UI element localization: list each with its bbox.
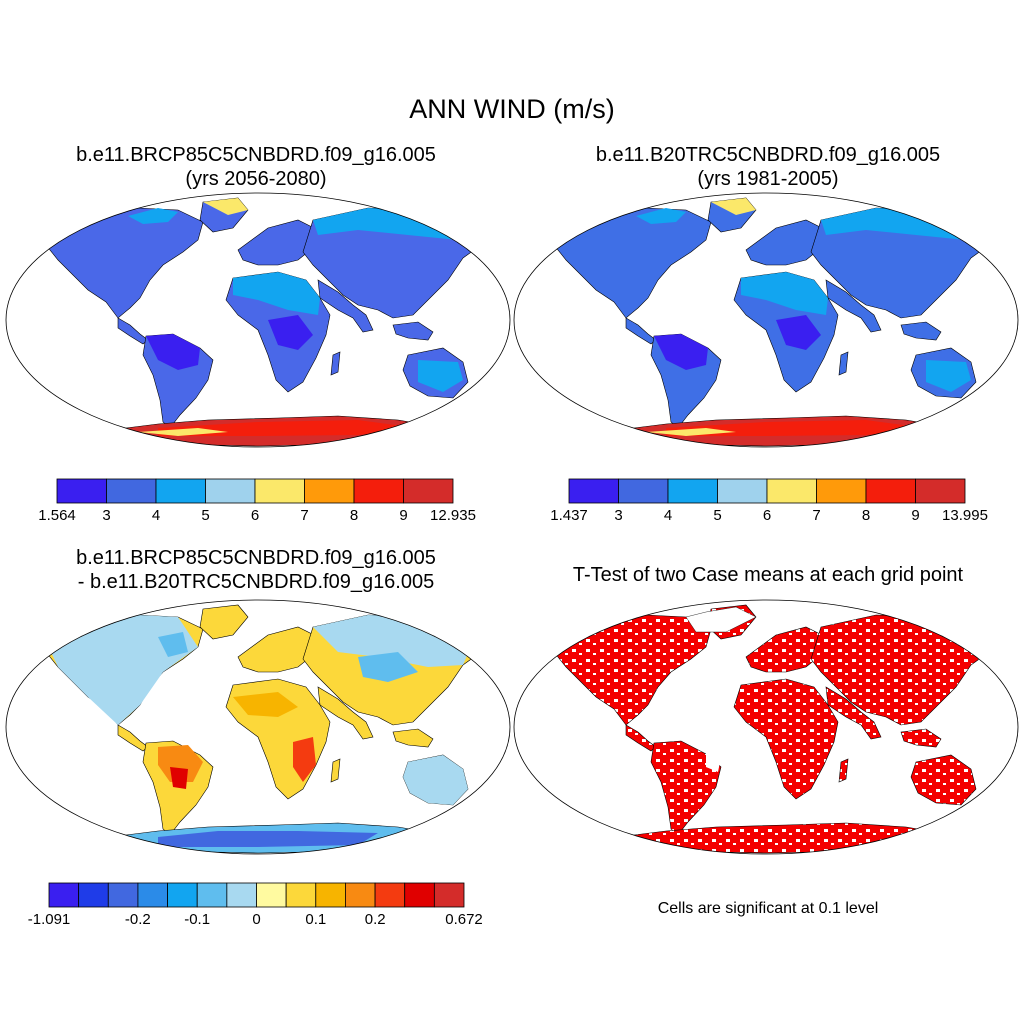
colorbar-future — [56, 478, 454, 504]
colorbar-box — [374, 882, 406, 908]
colorbar-box — [433, 882, 465, 908]
colorbar-label: 5 — [713, 507, 722, 524]
colorbar-label: 7 — [812, 507, 821, 524]
colorbar-box — [256, 882, 287, 908]
colorbar-label: 5 — [201, 507, 210, 524]
colorbar-box — [865, 478, 916, 504]
colorbar-box — [106, 478, 157, 504]
colorbar-box — [403, 478, 454, 504]
colorbar-difference — [48, 882, 465, 908]
colorbar-box — [315, 882, 346, 908]
panel-historical-title-line1: b.e11.B20TRC5CNBDRD.f09_g16.005 — [595, 144, 941, 166]
colorbar-box — [915, 478, 966, 504]
panel-future-title-line2: (yrs 2056-2080) — [185, 168, 327, 190]
colorbar-box — [48, 882, 80, 908]
colorbar-label: -0.2 — [124, 911, 151, 928]
colorbar-label: 3 — [614, 507, 623, 524]
colorbar-box — [226, 882, 257, 908]
panel-ttest-title: T-Test of two Case means at each grid po… — [572, 564, 964, 586]
colorbar-label: 6 — [250, 507, 260, 524]
map-historical — [513, 192, 1019, 448]
map-difference — [5, 599, 511, 855]
colorbar-historical-labels: 1.437 3 4 5 6 7 8 9 13.995 — [512, 507, 1024, 527]
colorbar-label: 9 — [399, 507, 408, 524]
colorbar-future-labels: 1.564 3 4 5 6 7 8 9 12.935 — [0, 507, 512, 527]
colorbar-box — [205, 478, 256, 504]
colorbar-box — [56, 478, 107, 504]
colorbar-box — [137, 882, 168, 908]
map-future — [5, 192, 511, 448]
colorbar-box — [717, 478, 768, 504]
colorbar-box — [667, 478, 718, 504]
colorbar-label: 9 — [911, 507, 920, 524]
colorbar-label: 7 — [300, 507, 309, 524]
colorbar-box — [345, 882, 376, 908]
colorbar-label: 0.2 — [364, 911, 386, 928]
colorbar-box — [107, 882, 139, 908]
colorbar-box — [196, 882, 228, 908]
colorbar-label: 12.935 — [430, 507, 476, 524]
map-ttest — [513, 599, 1019, 855]
colorbar-historical — [568, 478, 966, 504]
panel-difference-title-line2: - b.e11.B20TRC5CNBDRD.f09_g16.005 — [77, 571, 435, 593]
colorbar-label: 4 — [663, 507, 673, 524]
panel-difference-title: b.e11.BRCP85C5CNBDRD.f09_g16.005 - b.e11… — [0, 546, 512, 594]
colorbar-box — [618, 478, 669, 504]
panel-future-title-line1: b.e11.BRCP85C5CNBDRD.f09_g16.005 — [76, 144, 436, 166]
panel-difference-title-line1: b.e11.BRCP85C5CNBDRD.f09_g16.005 — [76, 547, 436, 569]
colorbar-label: 0 — [252, 911, 261, 928]
colorbar-label: 6 — [762, 507, 772, 524]
colorbar-label: 1.564 — [38, 507, 76, 524]
panel-future-title: b.e11.BRCP85C5CNBDRD.f09_g16.005 (yrs 20… — [0, 143, 512, 191]
colorbar-box — [404, 882, 435, 908]
colorbar-box — [155, 478, 206, 504]
colorbar-label: 3 — [102, 507, 111, 524]
colorbar-box — [568, 478, 619, 504]
colorbar-label: 8 — [861, 507, 871, 524]
colorbar-label: 8 — [349, 507, 359, 524]
colorbar-label: -1.091 — [27, 911, 71, 928]
colorbar-box — [254, 478, 305, 504]
colorbar-box — [816, 478, 867, 504]
colorbar-difference-labels: -1.091 -0.2 -0.1 0 0.1 0.2 0.672 — [0, 911, 512, 931]
colorbar-box — [766, 478, 817, 504]
colorbar-label: 4 — [151, 507, 161, 524]
colorbar-box — [285, 882, 317, 908]
colorbar-box — [167, 882, 198, 908]
main-title: ANN WIND (m/s) — [409, 94, 615, 124]
colorbar-box — [353, 478, 404, 504]
colorbar-label: 0.672 — [445, 911, 483, 928]
panel-historical-title-line2: (yrs 1981-2005) — [697, 168, 839, 190]
colorbar-box — [304, 478, 355, 504]
ttest-note: Cells are significant at 0.1 level — [657, 900, 879, 917]
colorbar-box — [78, 882, 109, 908]
colorbar-label: 0.1 — [305, 911, 327, 928]
colorbar-label: -0.1 — [184, 911, 211, 928]
colorbar-label: 13.995 — [942, 507, 988, 524]
panel-historical-title: b.e11.B20TRC5CNBDRD.f09_g16.005 (yrs 198… — [512, 143, 1024, 191]
colorbar-label: 1.437 — [550, 507, 588, 524]
